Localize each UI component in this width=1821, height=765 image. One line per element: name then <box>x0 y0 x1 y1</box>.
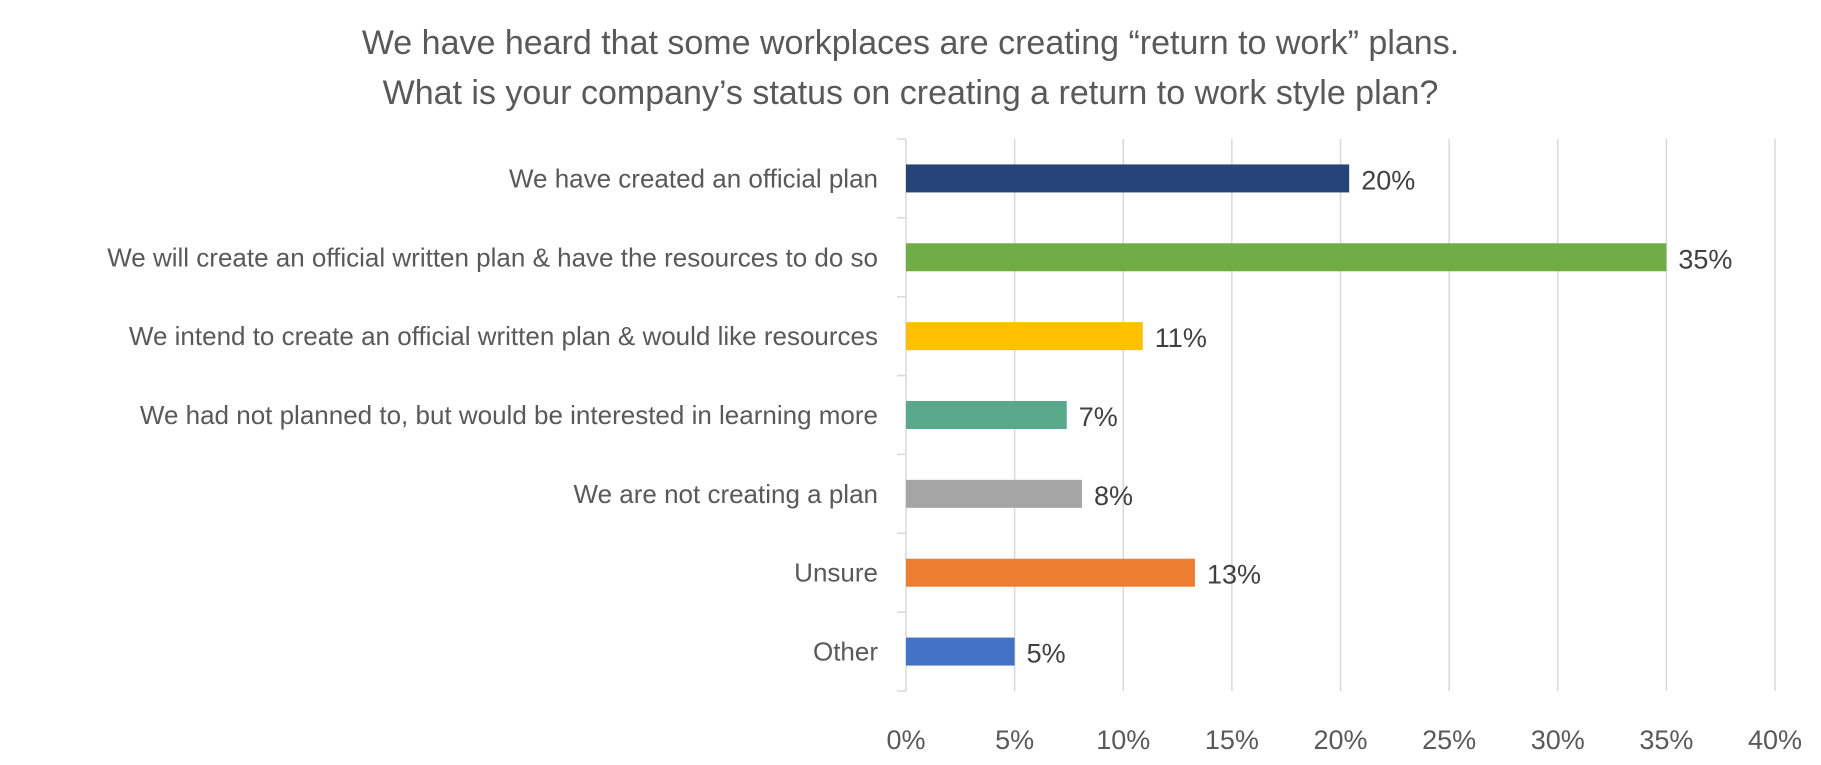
bar-7 <box>906 637 1015 666</box>
category-label: We intend to create an official written … <box>129 321 878 351</box>
data-label: 8% <box>1094 481 1133 511</box>
x-tick-label: 20% <box>1313 725 1367 755</box>
category-label: We will create an official written plan … <box>107 242 878 272</box>
x-tick-label: 35% <box>1639 725 1693 755</box>
data-label: 7% <box>1079 402 1118 432</box>
chart-title: We have heard that some workplaces are c… <box>361 24 1460 62</box>
chart-title-block: We have heard that some workplaces are c… <box>0 18 1821 118</box>
x-tick-label: 0% <box>886 725 925 755</box>
category-label: We had not planned to, but would be inte… <box>140 400 878 430</box>
bar-6 <box>906 558 1195 587</box>
x-tick-label: 5% <box>995 725 1034 755</box>
data-label: 20% <box>1361 165 1415 195</box>
x-tick-label: 15% <box>1205 725 1259 755</box>
category-label: We are not creating a plan <box>574 479 878 509</box>
bar-4 <box>906 401 1067 429</box>
data-label: 5% <box>1027 639 1066 669</box>
x-tick-label: 40% <box>1748 725 1802 755</box>
category-label: We have created an official plan <box>509 163 878 193</box>
category-label: Unsure <box>794 558 878 588</box>
x-tick-label: 30% <box>1531 725 1585 755</box>
x-tick-label: 10% <box>1096 725 1150 755</box>
data-label: 35% <box>1678 244 1732 274</box>
category-label: Other <box>813 637 878 667</box>
data-label: 13% <box>1207 560 1261 590</box>
bar-2 <box>906 243 1667 272</box>
chart-subtitle: What is your company’s status on creatin… <box>382 74 1439 112</box>
bar-1 <box>906 164 1350 193</box>
x-tick-label: 25% <box>1422 725 1476 755</box>
bar-5 <box>906 479 1082 508</box>
data-label: 11% <box>1155 323 1207 353</box>
bar-3 <box>906 322 1143 351</box>
